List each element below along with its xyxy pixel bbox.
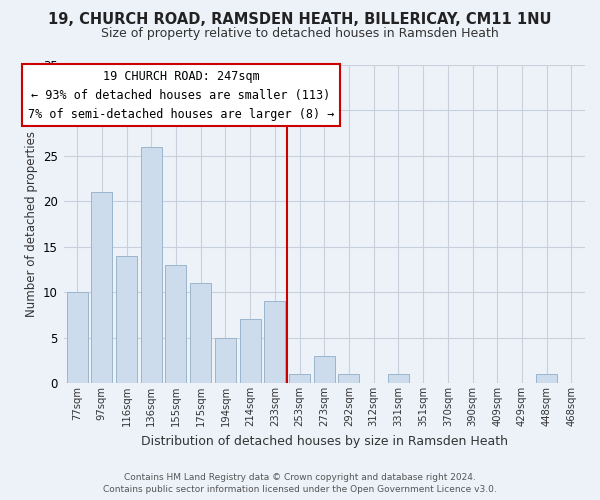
Bar xyxy=(314,356,335,383)
Bar xyxy=(190,283,211,383)
Text: Contains HM Land Registry data © Crown copyright and database right 2024.
Contai: Contains HM Land Registry data © Crown c… xyxy=(103,472,497,494)
X-axis label: Distribution of detached houses by size in Ramsden Heath: Distribution of detached houses by size … xyxy=(141,434,508,448)
Bar xyxy=(388,374,409,383)
Bar xyxy=(166,265,187,383)
Text: 19 CHURCH ROAD: 247sqm
← 93% of detached houses are smaller (113)
7% of semi-det: 19 CHURCH ROAD: 247sqm ← 93% of detached… xyxy=(28,70,334,120)
Bar xyxy=(265,301,286,383)
Bar xyxy=(215,338,236,383)
Bar xyxy=(67,292,88,383)
Y-axis label: Number of detached properties: Number of detached properties xyxy=(25,131,38,317)
Bar xyxy=(536,374,557,383)
Bar xyxy=(239,320,260,383)
Bar xyxy=(91,192,112,383)
Bar xyxy=(338,374,359,383)
Bar xyxy=(141,147,162,383)
Bar xyxy=(289,374,310,383)
Text: Size of property relative to detached houses in Ramsden Heath: Size of property relative to detached ho… xyxy=(101,28,499,40)
Bar xyxy=(116,256,137,383)
Text: 19, CHURCH ROAD, RAMSDEN HEATH, BILLERICAY, CM11 1NU: 19, CHURCH ROAD, RAMSDEN HEATH, BILLERIC… xyxy=(48,12,552,28)
